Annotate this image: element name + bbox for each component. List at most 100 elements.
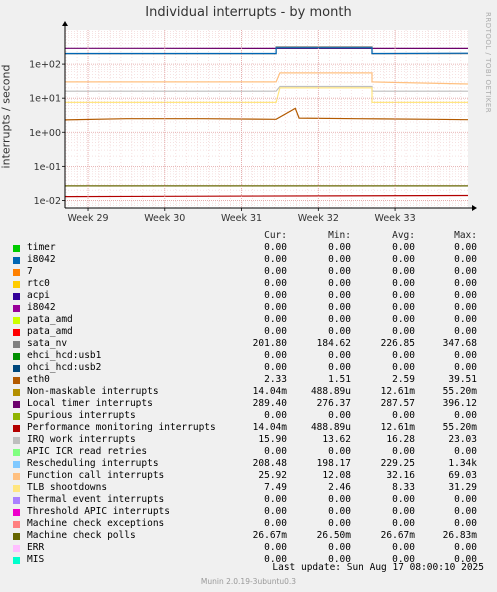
legend-max: 0.00 bbox=[454, 326, 477, 337]
series-line bbox=[65, 72, 469, 85]
legend-avg: 26.67m bbox=[380, 530, 415, 541]
legend-row: Rescheduling interrupts 208.48 198.17 229.2… bbox=[0, 458, 497, 470]
legend-max: 0.00 bbox=[454, 350, 477, 361]
legend-min: 276.37 bbox=[316, 398, 351, 409]
legend-cur: 0.00 bbox=[264, 314, 287, 325]
legend-name: eth0 bbox=[27, 374, 50, 385]
legend-name: Threshold APIC interrupts bbox=[27, 506, 170, 517]
legend-max: 26.83m bbox=[442, 530, 477, 541]
y-tick-label: 1e-01 bbox=[34, 162, 61, 173]
legend-row: ehci_hcd:usb1 0.00 0.00 0.00 0.00 bbox=[0, 350, 497, 362]
legend-avg: 0.00 bbox=[392, 506, 415, 517]
munin-version: Munin 2.0.19-3ubuntu0.3 bbox=[200, 577, 297, 586]
legend-cur: 0.00 bbox=[264, 278, 287, 289]
legend-min: 12.08 bbox=[322, 470, 351, 481]
legend-row: 7 0.00 0.00 0.00 0.00 bbox=[0, 266, 497, 278]
legend-name: APIC ICR read retries bbox=[27, 446, 148, 457]
y-tick-label: 1e+00 bbox=[29, 128, 61, 139]
legend-swatch bbox=[13, 545, 20, 552]
legend-row: timer 0.00 0.00 0.00 0.00 bbox=[0, 242, 497, 254]
legend-swatch bbox=[13, 245, 20, 252]
legend-min: 184.62 bbox=[316, 338, 351, 349]
legend-avg: 226.85 bbox=[380, 338, 415, 349]
header-cur: Cur: bbox=[264, 230, 287, 241]
legend-max: 347.68 bbox=[442, 338, 477, 349]
legend-max: 0.00 bbox=[454, 242, 477, 253]
legend-row: Spurious interrupts 0.00 0.00 0.00 0.00 bbox=[0, 410, 497, 422]
legend-swatch bbox=[13, 521, 20, 528]
legend-min: 488.89u bbox=[310, 386, 351, 397]
legend-name: 7 bbox=[27, 266, 33, 277]
legend-min: 0.00 bbox=[328, 326, 351, 337]
legend-swatch bbox=[13, 533, 20, 540]
legend-swatch bbox=[13, 437, 20, 444]
chart-title: Individual interrupts - by month bbox=[145, 5, 352, 20]
legend-cur: 0.00 bbox=[264, 362, 287, 373]
legend-min: 0.00 bbox=[328, 314, 351, 325]
legend-swatch bbox=[13, 509, 20, 516]
legend-max: 0.00 bbox=[454, 266, 477, 277]
legend-name: rtc0 bbox=[27, 278, 50, 289]
legend-min: 0.00 bbox=[328, 542, 351, 553]
legend-cur: 25.92 bbox=[258, 470, 287, 481]
legend-swatch bbox=[13, 305, 20, 312]
legend-name: Machine check polls bbox=[27, 530, 136, 541]
legend-avg: 8.33 bbox=[392, 482, 415, 493]
legend-name: pata_amd bbox=[27, 326, 73, 337]
legend-avg: 0.00 bbox=[392, 314, 415, 325]
legend-row: Machine check polls 26.67m 26.50m 26.67m 26.… bbox=[0, 530, 497, 542]
legend-row: i8042 0.00 0.00 0.00 0.00 bbox=[0, 302, 497, 314]
legend-min: 0.00 bbox=[328, 266, 351, 277]
header-avg: Avg: bbox=[392, 230, 415, 241]
legend-row: Threshold APIC interrupts 0.00 0.00 0.00 0.0… bbox=[0, 506, 497, 518]
legend-cur: 2.33 bbox=[264, 374, 287, 385]
legend-name: IRQ work interrupts bbox=[27, 434, 136, 445]
legend-max: 0.00 bbox=[454, 362, 477, 373]
x-ticks: Week 29 Week 30 Week 31 Week 32 Week 33 bbox=[67, 30, 416, 224]
legend-swatch bbox=[13, 281, 20, 288]
x-tick-label: Week 33 bbox=[375, 213, 416, 224]
legend-avg: 0.00 bbox=[392, 542, 415, 553]
legend-name: MIS bbox=[27, 554, 45, 565]
legend-cur: 26.67m bbox=[252, 530, 287, 541]
y-tick-label: 1e+02 bbox=[29, 60, 61, 71]
legend-row: ERR 0.00 0.00 0.00 0.00 bbox=[0, 542, 497, 554]
legend-swatch bbox=[13, 473, 20, 480]
legend-max: 0.00 bbox=[454, 410, 477, 421]
legend-row: sata_nv 201.80 184.62 226.85 347.68 bbox=[0, 338, 497, 350]
legend-name: ohci_hcd:usb2 bbox=[27, 362, 102, 373]
legend-swatch bbox=[13, 557, 20, 564]
legend-avg: 229.25 bbox=[380, 458, 415, 469]
legend-swatch bbox=[13, 377, 20, 384]
legend-max: 1.34k bbox=[448, 458, 477, 469]
legend-max: 23.03 bbox=[448, 434, 477, 445]
legend-swatch bbox=[13, 257, 20, 264]
legend-max: 0.00 bbox=[454, 518, 477, 529]
legend-min: 0.00 bbox=[328, 254, 351, 265]
legend-min: 0.00 bbox=[328, 518, 351, 529]
legend-swatch bbox=[13, 497, 20, 504]
legend-swatch bbox=[13, 413, 20, 420]
legend-name: ERR bbox=[27, 542, 45, 553]
legend-header-row: Cur: Min: Avg: Max: bbox=[0, 230, 497, 242]
y-tick-label: 1e-02 bbox=[34, 196, 61, 207]
legend-max: 0.00 bbox=[454, 494, 477, 505]
legend-avg: 0.00 bbox=[392, 326, 415, 337]
legend-min: 0.00 bbox=[328, 350, 351, 361]
legend-avg: 0.00 bbox=[392, 554, 415, 565]
legend-cur: 0.00 bbox=[264, 494, 287, 505]
legend-avg: 12.61m bbox=[380, 386, 415, 397]
legend-min: 0.00 bbox=[328, 278, 351, 289]
series-line bbox=[64, 194, 469, 198]
legend-name: timer bbox=[27, 242, 56, 253]
legend-row: APIC ICR read retries 0.00 0.00 0.00 0.00 bbox=[0, 446, 497, 458]
legend-name: acpi bbox=[27, 290, 50, 301]
x-tick-label: Week 32 bbox=[298, 213, 339, 224]
legend-name: Spurious interrupts bbox=[27, 410, 136, 421]
series-line bbox=[65, 85, 468, 92]
legend-name: sata_nv bbox=[27, 338, 68, 349]
legend-swatch bbox=[13, 401, 20, 408]
legend-cur: 289.40 bbox=[252, 398, 287, 409]
legend-name: ehci_hcd:usb1 bbox=[27, 350, 102, 361]
legend-name: pata_amd bbox=[27, 314, 73, 325]
